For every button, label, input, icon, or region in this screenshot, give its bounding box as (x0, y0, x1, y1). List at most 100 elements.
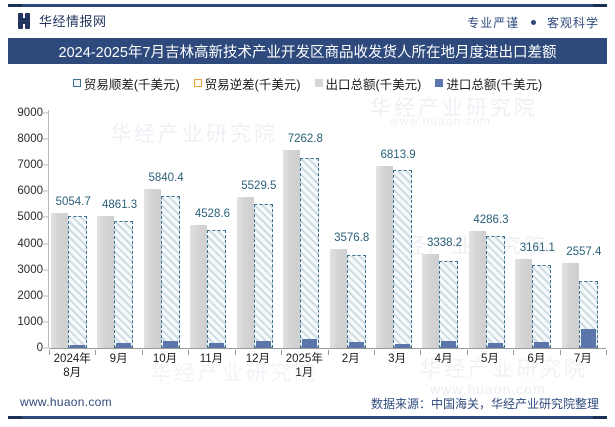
x-axis-label: 7月 (574, 352, 592, 366)
bar-import-total[interactable] (394, 343, 410, 348)
bar-export-total[interactable] (468, 230, 486, 348)
x-axis-label: 2025年 1月 (286, 352, 323, 380)
bar-group[interactable]: 2557.4 (560, 102, 606, 348)
bar-trade-balance[interactable] (253, 203, 273, 348)
x-axis-label-line: 5月 (481, 353, 499, 365)
bar-trade-balance[interactable] (68, 216, 87, 348)
x-axis-label-line: 3月 (388, 353, 407, 365)
bar-export-total[interactable] (422, 254, 440, 348)
bar-trade-balance[interactable] (160, 195, 180, 348)
bar-trade-balance[interactable] (207, 229, 227, 348)
x-axis-label: 6月 (527, 352, 545, 366)
bar-value-label: 6813.9 (380, 148, 416, 161)
bar-group[interactable]: 5840.4 (142, 102, 188, 348)
bar-import-total[interactable] (116, 343, 132, 348)
y-tick-label: 6000 (17, 185, 43, 198)
y-tick-label: 1000 (17, 315, 43, 328)
bar-group[interactable]: 3338.2 (420, 102, 466, 348)
x-axis-label: 9月 (110, 352, 128, 366)
bar-group[interactable]: 4528.6 (188, 102, 234, 348)
bar-value-label: 3161.1 (519, 241, 555, 254)
legend-swatch-import-icon (435, 79, 444, 87)
x-tick-mark (141, 350, 143, 355)
x-tick-mark (234, 350, 236, 355)
x-axis-label-line: 4月 (434, 353, 453, 365)
bar-group[interactable]: 7262.8 (281, 102, 327, 348)
bar-export-total[interactable] (97, 216, 115, 348)
bar-import-total[interactable] (162, 341, 178, 348)
bar-export-total[interactable] (515, 258, 533, 348)
bar-group[interactable]: 4286.3 (467, 102, 513, 348)
bar-value-label: 4528.6 (194, 208, 231, 221)
bar-trade-balance[interactable] (114, 221, 134, 348)
y-tick-mark (43, 321, 48, 323)
bar-import-total[interactable] (209, 343, 225, 348)
bar-export-total[interactable] (236, 197, 254, 348)
legend-item-export[interactable]: 出口总额(千美元) (314, 74, 422, 93)
bar-value-label: 2557.4 (566, 245, 602, 258)
bar-group[interactable]: 3576.8 (328, 102, 374, 348)
bar-import-total[interactable] (580, 329, 596, 348)
bar-import-total[interactable] (534, 341, 550, 348)
tagline-right-text: 客观科学 (546, 16, 599, 30)
bar-value-label: 5840.4 (148, 171, 184, 184)
brand-logo[interactable]: 华经情报网 (18, 11, 107, 30)
x-axis-label-line: 2025年 (285, 353, 323, 365)
bar-import-total[interactable] (302, 339, 318, 348)
page-footer: www.huaon.com 数据来源：中国海关，华经产业研究院整理 (8, 393, 607, 419)
x-axis-label-line: 9月 (109, 353, 128, 365)
footer-site-link[interactable]: www.huaon.com (20, 395, 112, 409)
footer-source-note: 数据来源：中国海关，华经产业研究院整理 (370, 397, 599, 411)
x-axis-label: 12月 (246, 352, 270, 366)
bar-group[interactable]: 3161.1 (513, 102, 559, 348)
bar-export-total[interactable] (190, 225, 208, 348)
bar-trade-balance[interactable] (485, 236, 505, 348)
legend-item-import[interactable]: 进口总额(千美元) (435, 74, 542, 93)
bar-export-total[interactable] (561, 262, 579, 348)
bar-trade-balance[interactable] (532, 265, 552, 348)
bar-group[interactable]: 6813.9 (374, 102, 420, 348)
y-tick-label: 9000 (17, 107, 43, 119)
page-header: 华经情报网 专业严谨 客观科学 (0, 7, 615, 37)
y-tick-label: 0 (36, 342, 43, 354)
legend-label: 出口总额(千美元) (325, 77, 422, 92)
bar-import-total[interactable] (70, 345, 85, 348)
y-tick-mark (43, 164, 48, 166)
bar-export-total[interactable] (143, 188, 161, 348)
legend-item-deficit[interactable]: 贸易逆差(千美元) (193, 74, 301, 93)
brand-logo-text: 华经情报网 (39, 14, 107, 29)
legend-item-surplus[interactable]: 贸易顺差(千美元) (72, 74, 180, 93)
y-tick-mark (43, 295, 48, 297)
bar-export-total[interactable] (283, 149, 301, 348)
y-tick-label: 3000 (17, 263, 43, 276)
x-tick-mark (373, 350, 375, 355)
bar-trade-balance[interactable] (439, 260, 459, 348)
chart-legend: 贸易顺差(千美元) 贸易逆差(千美元) 出口总额(千美元) 进口总额(千美元) (0, 72, 615, 94)
bar-export-total[interactable] (51, 213, 68, 348)
bar-group[interactable]: 5054.7 (49, 102, 95, 348)
x-axis-label-line: 2月 (341, 353, 360, 365)
bar-group[interactable]: 5529.5 (235, 102, 281, 348)
bar-export-total[interactable] (329, 249, 347, 348)
bar-value-label: 3576.8 (334, 232, 370, 245)
bar-trade-balance[interactable] (392, 170, 412, 348)
bar-group[interactable]: 4861.3 (95, 102, 141, 348)
x-axis-label-line: 6月 (527, 353, 546, 365)
x-tick-mark (327, 350, 329, 355)
bar-trade-balance[interactable] (300, 158, 320, 348)
x-axis-label: 10月 (153, 352, 177, 366)
y-tick-mark (43, 190, 48, 192)
bar-import-total[interactable] (348, 342, 364, 348)
bar-import-total[interactable] (255, 341, 271, 348)
y-tick-mark (43, 347, 48, 349)
x-tick-mark (281, 350, 283, 355)
bar-import-total[interactable] (487, 342, 503, 348)
x-axis-label-line: 1月 (295, 367, 314, 379)
bar-trade-balance[interactable] (346, 254, 366, 348)
y-tick-mark (43, 243, 48, 245)
bar-import-total[interactable] (441, 341, 457, 348)
x-tick-mark (49, 350, 50, 355)
bar-export-total[interactable] (375, 165, 393, 348)
legend-swatch-surplus-icon (72, 79, 81, 87)
